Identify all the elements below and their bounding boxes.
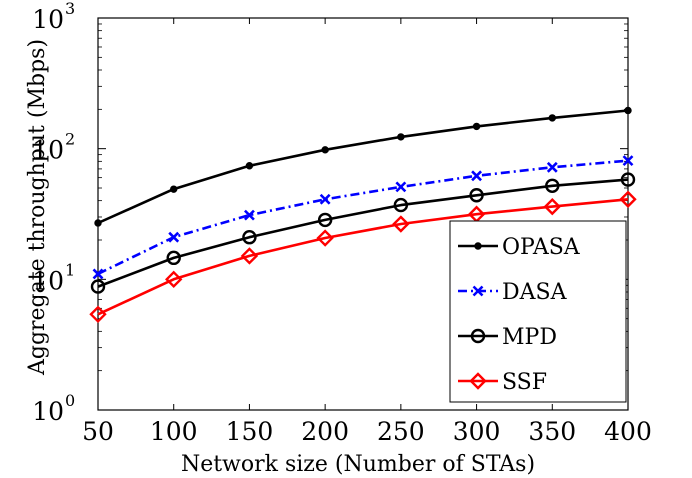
legend-item-dasa: DASA [458, 280, 568, 305]
point-mpd [393, 197, 409, 213]
x-tick-label: 350 [528, 417, 576, 446]
x-tick-label: 400 [604, 417, 652, 446]
marker-stroke [472, 285, 484, 297]
x-tick-label: 50 [82, 417, 114, 446]
legend-marker-dasa [472, 285, 484, 297]
legend-item-opasa: OPASA [458, 235, 581, 260]
point-ssf [543, 197, 561, 216]
point-dasa [92, 268, 104, 280]
x-tick-label: 250 [377, 417, 425, 446]
point-mpd [620, 172, 636, 187]
y-tick-label: 10 [32, 397, 64, 426]
point-opasa [94, 219, 102, 227]
series-ssf [89, 190, 637, 323]
x-tick-label: 200 [301, 417, 349, 446]
point-ssf [392, 215, 410, 233]
point-dasa [622, 155, 634, 167]
series-line-ssf [97, 198, 629, 316]
legend-label-opasa: OPASA [502, 235, 581, 260]
legend-item-ssf: SSF [458, 370, 547, 395]
point-dasa [546, 161, 558, 173]
marker-stroke [471, 170, 482, 182]
y-tick-exponent: 2 [65, 130, 75, 149]
legend-box [449, 220, 627, 403]
point-dasa [244, 209, 255, 221]
series-line-opasa [97, 109, 629, 225]
series-layer [89, 106, 637, 323]
x-tick-label: 300 [453, 417, 501, 446]
y-tick-exponent: 3 [65, 0, 75, 18]
series-mpd [90, 172, 636, 294]
point-mpd [90, 279, 106, 294]
y-tick-exponent: 1 [65, 260, 75, 279]
legend-label-mpd: MPD [502, 325, 557, 350]
marker-stroke [319, 193, 331, 205]
point-dasa [395, 181, 407, 193]
x-tick-label: 150 [226, 417, 274, 446]
point-opasa [245, 162, 254, 170]
y-tick-label: 10 [32, 5, 64, 34]
marker-stroke [92, 268, 104, 280]
marker-stroke [168, 231, 180, 243]
point-opasa [548, 114, 556, 122]
series-line-mpd [97, 178, 629, 288]
x-axis-label: Network size (Number of STAs) [181, 452, 535, 477]
point-mpd [166, 250, 181, 266]
point-ssf [316, 229, 334, 247]
x-tick-label: 100 [150, 417, 198, 446]
point-mpd [469, 188, 484, 203]
y-tick-label: 10 [32, 266, 64, 295]
series-dasa [92, 155, 634, 280]
point-dasa [319, 193, 331, 205]
marker-stroke [546, 161, 558, 173]
axis-ticks [97, 17, 629, 411]
legend-item-mpd: MPD [458, 325, 557, 350]
point-mpd [242, 230, 257, 245]
y-axis-label: Aggregate throughput (Mbps) [25, 39, 50, 376]
legend: OPASA DASA MPD SSF [449, 220, 627, 403]
point-opasa [170, 185, 178, 193]
point-ssf [240, 247, 259, 265]
point-dasa [168, 231, 180, 243]
legend-label-ssf: SSF [502, 370, 547, 395]
point-ssf [165, 270, 183, 289]
marker-stroke [395, 181, 407, 193]
point-mpd [545, 178, 560, 193]
point-opasa [321, 146, 329, 154]
y-tick-exponent: 0 [65, 391, 75, 410]
point-opasa [624, 106, 632, 115]
y-tick-label: 10 [32, 136, 64, 165]
point-dasa [471, 170, 482, 182]
point-ssf [89, 305, 107, 323]
marker-stroke [244, 209, 255, 221]
marker-stroke [622, 155, 634, 167]
legend-marker-ssf [469, 372, 487, 390]
legend-marker-mpd [470, 328, 486, 344]
series-line-dasa [97, 159, 629, 276]
legend-label-dasa: DASA [502, 280, 568, 305]
point-ssf [619, 190, 637, 208]
legend-marker-opasa [474, 242, 482, 250]
point-opasa [472, 122, 481, 131]
series-opasa [94, 106, 632, 227]
point-mpd [317, 212, 333, 228]
point-opasa [397, 133, 405, 141]
